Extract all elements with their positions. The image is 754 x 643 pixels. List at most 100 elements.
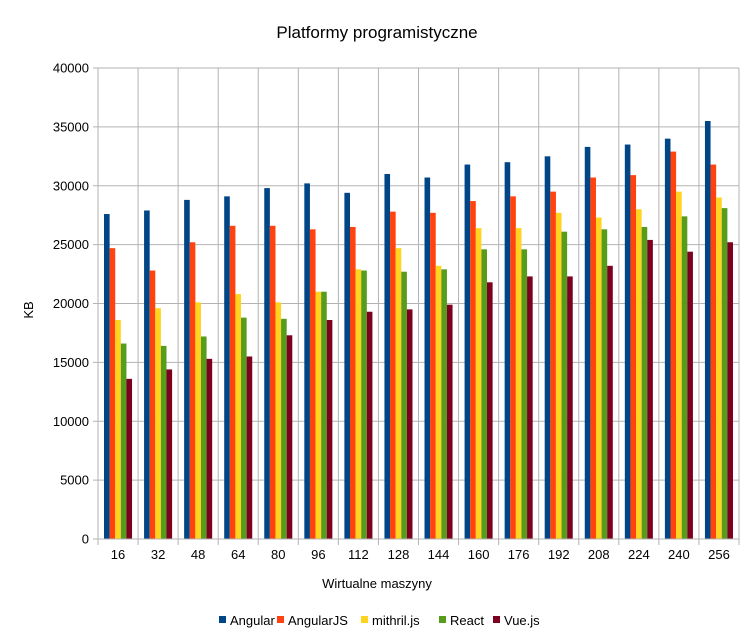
bar-react-240 xyxy=(681,216,688,540)
bar-react-160 xyxy=(481,249,488,539)
y-tick-labels: 0 5000 10000 15000 20000 25000 30000 35000 40000 xyxy=(53,61,89,547)
legend-swatch-react xyxy=(439,616,446,623)
bar-react-224 xyxy=(641,226,648,539)
bar-react-192 xyxy=(561,231,568,540)
bar-angularjs-48 xyxy=(189,242,196,539)
bar-vue-js-240 xyxy=(687,251,693,539)
x-tick-label: 192 xyxy=(548,547,570,562)
bar-mithril-js-32 xyxy=(155,308,161,539)
bar-angularjs-112 xyxy=(349,226,356,539)
bar-mithril-js-240 xyxy=(676,191,682,539)
bar-mithril-js-80 xyxy=(275,302,282,539)
y-tick-label: 25000 xyxy=(53,237,89,252)
y-tick-label: 10000 xyxy=(53,414,89,429)
grid-lines xyxy=(97,67,740,545)
bar-angular-112 xyxy=(344,192,350,539)
bar-vue-js-256 xyxy=(727,242,733,539)
x-tick-label: 96 xyxy=(311,547,325,562)
x-axis-label: Wirtualne maszyny xyxy=(322,576,432,591)
x-tick-labels: 16 32 48 64 80 96 112 128 144 160 176 192 208 224 240 2… xyxy=(111,547,730,562)
bar-mithril-js-176 xyxy=(515,228,522,539)
bar-angular-144 xyxy=(424,177,431,539)
y-tick-label: 35000 xyxy=(53,119,89,134)
bar-mithril-js-224 xyxy=(636,209,642,540)
x-tick-label: 16 xyxy=(111,547,125,562)
bar-mithril-js-192 xyxy=(555,212,562,539)
bar-mithril-js-64 xyxy=(235,294,242,539)
bar-mithril-js-48 xyxy=(195,302,201,539)
y-tick-label: 20000 xyxy=(53,296,89,311)
legend: Angular AngularJS mithril.js React Vue.js xyxy=(219,613,540,628)
bar-angularjs-144 xyxy=(430,212,436,539)
bar-angularjs-192 xyxy=(550,191,556,539)
legend-swatch-mithril-js xyxy=(361,616,368,623)
bar-vue-js-224 xyxy=(647,239,653,540)
bar-angular-80 xyxy=(264,188,270,540)
x-tick-label: 112 xyxy=(348,547,369,562)
bar-mithril-js-256 xyxy=(716,197,722,539)
bar-react-144 xyxy=(441,269,447,539)
bar-vue-js-64 xyxy=(246,356,253,539)
legend-label-angularjs: AngularJS xyxy=(288,613,348,628)
bar-angularjs-16 xyxy=(109,248,116,539)
bar-vue-js-96 xyxy=(326,319,333,539)
legend-swatch-angularjs xyxy=(277,616,284,623)
bar-react-96 xyxy=(321,291,327,539)
bar-angularjs-128 xyxy=(390,211,396,539)
bar-vue-js-176 xyxy=(527,276,533,539)
y-tick-label: 40000 xyxy=(53,61,89,76)
bar-angular-160 xyxy=(464,164,471,539)
x-tick-label: 64 xyxy=(231,547,245,562)
x-tick-label: 256 xyxy=(708,547,730,562)
legend-label-mithril-js: mithril.js xyxy=(372,613,420,628)
bar-angular-192 xyxy=(544,156,551,539)
bar-mithril-js-144 xyxy=(435,265,442,539)
bar-vue-js-48 xyxy=(206,358,213,539)
y-axis-label: KB xyxy=(21,301,36,318)
bar-angular-32 xyxy=(144,210,150,540)
bar-angular-176 xyxy=(504,162,511,539)
legend-label-vue-js: Vue.js xyxy=(504,613,540,628)
x-tick-label: 224 xyxy=(628,547,650,562)
legend-label-react: React xyxy=(450,613,484,628)
bar-vue-js-112 xyxy=(366,311,373,539)
bar-react-128 xyxy=(401,271,407,539)
bar-angular-64 xyxy=(224,196,230,539)
legend-label-angular: Angular xyxy=(230,613,275,628)
x-tick-label: 48 xyxy=(191,547,205,562)
bar-vue-js-32 xyxy=(166,369,173,539)
bar-angularjs-160 xyxy=(470,201,476,539)
bar-mithril-js-112 xyxy=(355,269,362,539)
bars-group xyxy=(104,120,733,540)
bar-angular-224 xyxy=(624,144,631,539)
bar-vue-js-192 xyxy=(567,276,573,539)
bar-vue-js-16 xyxy=(126,378,133,539)
bar-react-256 xyxy=(721,208,728,539)
bar-angular-48 xyxy=(184,199,190,539)
legend-swatch-vue-js xyxy=(493,616,500,623)
bar-vue-js-128 xyxy=(406,309,413,539)
bar-angular-240 xyxy=(664,138,671,539)
bar-angularjs-96 xyxy=(309,229,316,539)
bar-mithril-js-16 xyxy=(115,319,121,539)
y-tick-label: 15000 xyxy=(53,355,89,370)
bar-vue-js-144 xyxy=(446,304,453,539)
bar-react-64 xyxy=(241,317,247,539)
x-tick-label: 32 xyxy=(151,547,165,562)
chart-title: Platformy programistyczne xyxy=(276,23,477,42)
y-tick-label: 5000 xyxy=(60,473,89,488)
bar-angularjs-240 xyxy=(670,151,677,540)
bar-angularjs-256 xyxy=(710,164,717,539)
bar-mithril-js-96 xyxy=(315,291,322,539)
bar-mithril-js-208 xyxy=(595,217,602,540)
bar-angular-128 xyxy=(384,173,391,539)
x-tick-label: 144 xyxy=(428,547,450,562)
bar-angular-96 xyxy=(304,183,310,539)
bar-react-16 xyxy=(120,343,127,539)
bar-react-32 xyxy=(160,345,167,539)
bar-angular-208 xyxy=(584,146,591,539)
bar-vue-js-208 xyxy=(607,265,613,539)
x-tick-label: 160 xyxy=(468,547,490,562)
bar-mithril-js-128 xyxy=(395,248,402,539)
